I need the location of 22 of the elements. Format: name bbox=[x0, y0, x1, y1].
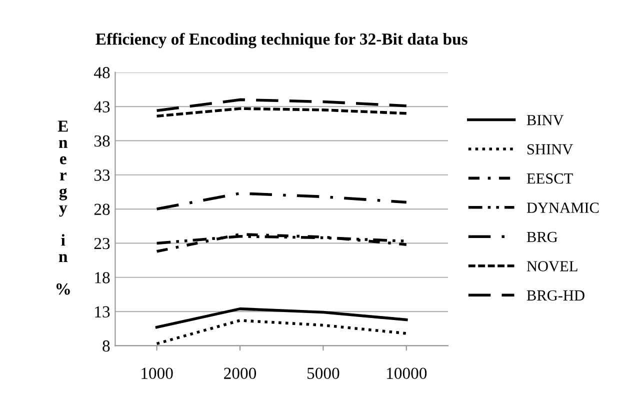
legend-label: SHINV bbox=[527, 144, 573, 155]
y-tick-label: 28 bbox=[94, 204, 110, 215]
x-tick-label: 2000 bbox=[224, 368, 256, 379]
legend-label: BRG bbox=[526, 232, 558, 242]
x-tick-label: 1000 bbox=[142, 368, 173, 379]
y-tick-label: 18 bbox=[95, 272, 110, 284]
y-tick-label: 48 bbox=[94, 67, 110, 78]
y-tick-label: 13 bbox=[95, 306, 110, 318]
y-tick-label: 43 bbox=[94, 101, 110, 112]
chart-title: Efficiency of Encoding technique for 32-Bit data bus bbox=[96, 32, 468, 48]
y-tick-label: 23 bbox=[94, 238, 110, 250]
legend-label: NOVEL bbox=[526, 261, 578, 272]
x-tick-label: 10000 bbox=[387, 368, 427, 379]
text: Energy in % bbox=[56, 120, 70, 295]
y-tick-label: 33 bbox=[94, 170, 110, 181]
legend-label: DYNAMIC bbox=[526, 202, 599, 213]
legend-label: BINV bbox=[526, 115, 564, 126]
x-tick-label: 5000 bbox=[308, 368, 340, 379]
legend-label: BRG-HD bbox=[526, 290, 584, 301]
legend-label: EESCT bbox=[526, 173, 573, 184]
y-tick-label: 38 bbox=[94, 135, 110, 147]
y-tick-label: 8 bbox=[102, 340, 110, 352]
